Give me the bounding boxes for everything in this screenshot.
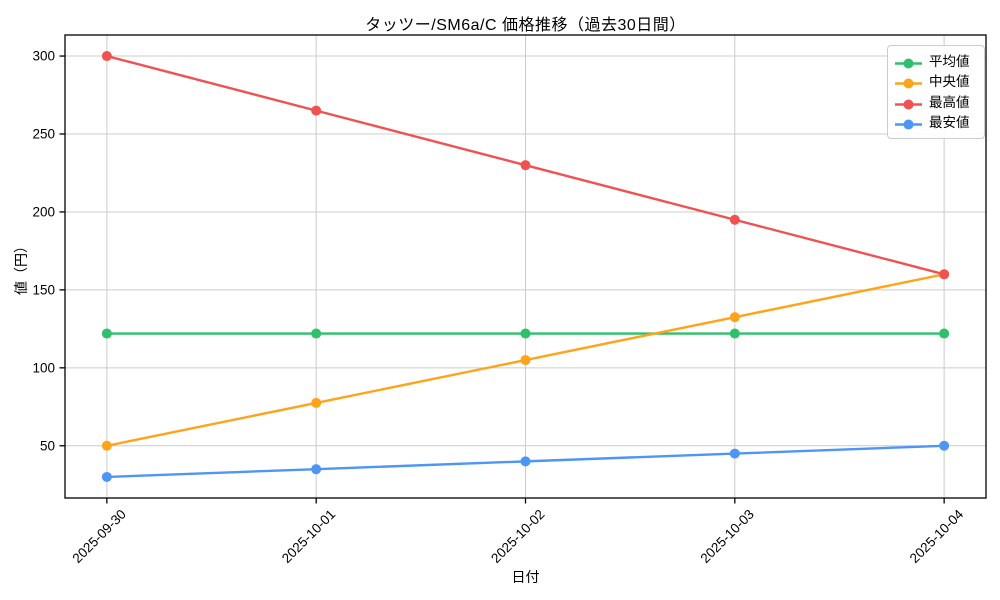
data-point-lowest [520,456,531,467]
data-point-average [520,328,531,339]
legend-label: 最高値 [929,94,970,110]
legend-item-lowest: 最安値 [895,113,976,134]
legend-line-marker-icon [895,97,922,110]
data-point-lowest [939,440,950,451]
data-point-median [520,355,531,366]
data-point-lowest [101,471,112,482]
data-point-median [729,312,740,323]
legend-item-highest: 最高値 [895,92,976,113]
y-axis-label: 値（円） [13,239,29,295]
data-point-highest [311,105,322,116]
chart-title: タッツー/SM6a/C 価格推移（過去30日間） [365,17,686,34]
legend-label: 中央値 [929,74,970,89]
y-tick-label: 100 [32,360,55,375]
legend-line-marker-icon [895,76,922,89]
data-point-highest [729,214,740,225]
data-point-highest [520,160,531,171]
data-point-median [101,440,112,451]
x-tick-label: 2025-10-03 [697,507,756,566]
legend-line-marker-icon [895,117,922,130]
legend-item-average: 平均値 [895,51,976,72]
legend-label: 最安値 [929,115,970,130]
data-point-highest [101,51,112,62]
y-tick-label: 250 [32,126,55,141]
data-point-highest [939,269,950,280]
data-point-median [311,397,322,408]
data-point-average [311,328,322,339]
x-tick-label: 2025-10-04 [907,506,967,566]
y-tick-label: 50 [40,438,55,453]
x-tick-label: 2025-09-30 [70,507,129,566]
data-point-average [939,328,950,339]
y-tick-label: 150 [32,282,55,297]
legend-item-median: 中央値 [895,72,976,93]
y-tick-label: 300 [32,49,55,64]
data-point-average [729,328,740,339]
x-axis-label: 日付 [511,569,540,585]
legend: 平均値中央値最高値最安値 [887,45,985,139]
x-tick-label: 2025-10-02 [488,507,547,566]
x-tick-label: 2025-10-01 [279,507,338,566]
legend-label: 平均値 [929,53,970,69]
data-point-average [101,328,112,339]
legend-line-marker-icon [895,56,922,69]
data-point-lowest [311,464,322,475]
y-tick-label: 200 [32,204,55,219]
data-point-lowest [729,448,740,459]
